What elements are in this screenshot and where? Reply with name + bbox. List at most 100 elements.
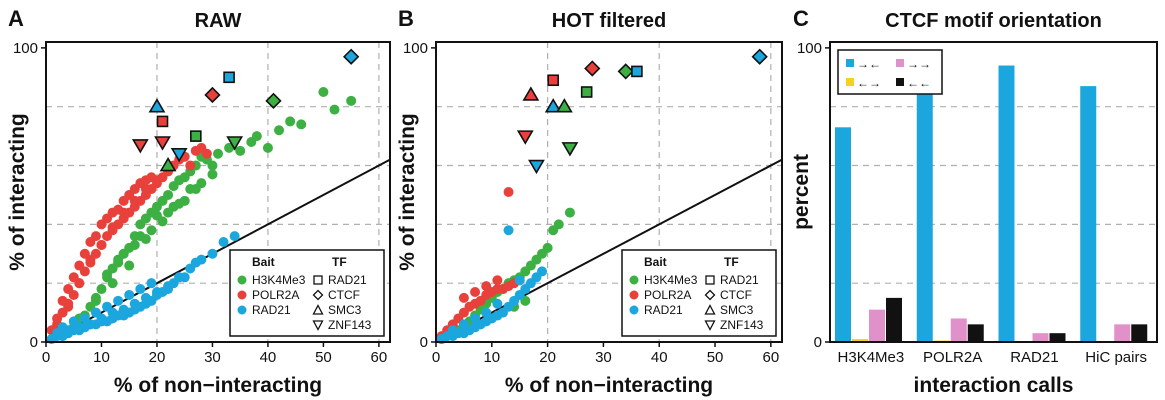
legend-tf-triangle-up: [312, 304, 324, 315]
tf-marker-triangle-down: [528, 159, 545, 175]
point-rad21: [102, 301, 113, 312]
legend-tf-diamond: [312, 289, 324, 301]
x-tick-label: 10: [93, 349, 110, 366]
point-h3k4me3: [553, 219, 564, 230]
x-tick-label: 60: [371, 349, 388, 366]
tf-marker-triangle-up: [544, 98, 562, 113]
diagonal-line: [45, 158, 391, 343]
legend-bait-title: Bait: [252, 255, 275, 269]
point-rad21: [229, 231, 240, 242]
x-tick-label: 40: [651, 349, 668, 366]
bar: [1114, 324, 1131, 342]
bar: [835, 127, 851, 342]
legend-tf-square: [313, 275, 323, 285]
point-polr2a: [79, 266, 90, 277]
point-rad21: [470, 313, 481, 324]
point-h3k4me3: [207, 169, 218, 180]
plot-frame: [435, 41, 783, 343]
legend-arrow-label: ←←: [907, 76, 931, 90]
legend-swatch: [896, 59, 904, 67]
panel-letter: B: [398, 6, 414, 31]
bar: [950, 318, 967, 342]
point-rad21: [163, 281, 174, 292]
x-tick-label: 20: [539, 349, 556, 366]
y-tick-label: 0: [420, 334, 428, 351]
bar: [916, 89, 933, 342]
point-polr2a: [492, 275, 503, 286]
legend-tf-label: RAD21: [720, 273, 759, 287]
point-rad21: [146, 278, 157, 289]
legend-bait-title: Bait: [644, 255, 667, 269]
legend-tf-label: RAD21: [328, 273, 367, 287]
x-category-label: RAD21: [1010, 349, 1058, 366]
tf-marker-triangle-down: [170, 147, 188, 163]
tf-marker-triangle-up: [522, 86, 540, 101]
point-h3k4me3: [102, 269, 113, 280]
panel-letter: C: [793, 6, 809, 31]
legend-tf-square: [705, 275, 715, 285]
legend-bait-dot: [237, 275, 247, 285]
tf-marker-triangle-up: [159, 156, 177, 172]
tf-marker-triangle-up: [555, 98, 573, 113]
point-h3k4me3: [318, 87, 329, 97]
point-polr2a: [90, 231, 101, 242]
legend-bait-label: RAD21: [252, 303, 291, 317]
x-tick-label: 30: [595, 349, 612, 366]
point-polr2a: [458, 292, 469, 303]
tf-marker-diamond: [204, 86, 221, 104]
x-axis-label: interaction calls: [914, 374, 1074, 397]
x-tick-label: 0: [42, 349, 50, 366]
x-tick-label: 50: [707, 349, 724, 366]
point-rad21: [135, 284, 146, 295]
legend-bait-dot: [237, 305, 247, 315]
legend-swatch: [846, 78, 854, 86]
point-rad21: [196, 254, 207, 265]
tf-marker-square: [223, 71, 235, 84]
legend-box: [837, 49, 943, 95]
point-h3k4me3: [90, 295, 101, 306]
point-rad21: [492, 298, 503, 309]
bar: [886, 297, 902, 342]
x-axis-label: % of non−interacting: [114, 374, 322, 397]
y-tick-label: 100: [797, 40, 822, 57]
point-rad21: [174, 272, 185, 283]
legend-tf-label: CTCF: [328, 288, 360, 302]
point-polr2a: [151, 175, 162, 186]
legend-tf-triangle-up: [704, 304, 716, 315]
legend-bait-dot: [629, 290, 639, 300]
legend-bait-label: H3K4Me3: [252, 273, 306, 287]
point-h3k4me3: [163, 189, 174, 200]
point-polr2a: [107, 222, 118, 233]
y-axis-label: percent: [790, 154, 813, 230]
point-h3k4me3: [179, 195, 190, 206]
panel-title: RAW: [195, 10, 242, 32]
bar-panel-c: H3K4Me3 POLR2A RAD21 HiC pairs 0 100 CTCF moti…: [790, 6, 1158, 397]
point-polr2a: [470, 287, 481, 297]
x-category-label: H3K4Me3: [838, 349, 905, 366]
tf-marker-square: [631, 65, 643, 78]
point-h3k4me3: [262, 142, 273, 153]
panel-title: HOT filtered: [552, 10, 666, 32]
bar: [852, 339, 868, 342]
x-tick-label: 30: [204, 349, 221, 366]
bar: [1032, 333, 1049, 342]
y-tick-label: 100: [403, 40, 428, 57]
point-polr2a: [503, 187, 514, 197]
point-h3k4me3: [146, 225, 157, 236]
point-h3k4me3: [151, 210, 162, 221]
legend-swatch: [896, 78, 904, 86]
point-h3k4me3: [296, 119, 307, 130]
tf-marker-diamond: [584, 60, 601, 77]
legend-tf-title: TF: [332, 255, 347, 269]
point-rad21: [537, 266, 548, 277]
point-h3k4me3: [96, 284, 107, 295]
point-h3k4me3: [224, 142, 235, 153]
plot-frame: [829, 41, 1158, 343]
x-tick-label: 40: [260, 349, 277, 366]
point-rad21: [447, 325, 458, 336]
legend-tf-label: ZNF143: [720, 318, 764, 332]
legend-tf-label: ZNF143: [328, 318, 372, 332]
point-h3k4me3: [124, 260, 135, 271]
legend-tf-triangle-down: [312, 320, 324, 331]
legend-bait-label: POLR2A: [252, 288, 299, 302]
